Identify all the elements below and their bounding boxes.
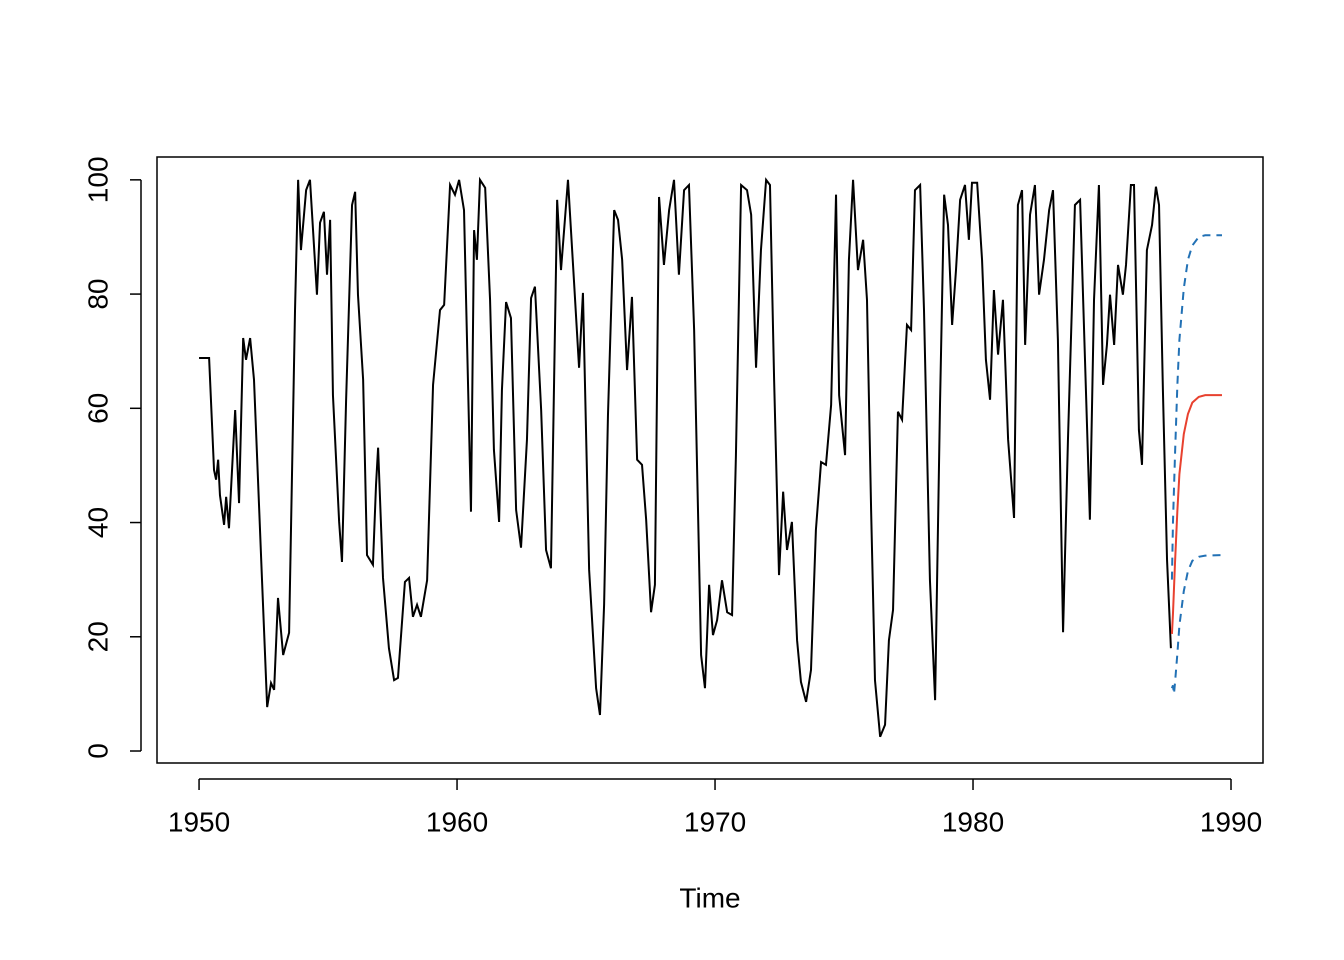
y-tick-label: 0 [82, 743, 113, 759]
x-tick-label: 1960 [426, 806, 488, 837]
series-line [1170, 234, 1222, 580]
series-line [199, 176, 1172, 738]
y-tick-label: 20 [82, 621, 113, 652]
y-tick-label: 40 [82, 507, 113, 538]
x-tick-label: 1980 [942, 806, 1004, 837]
y-tick-label: 80 [82, 279, 113, 310]
series-line [1170, 394, 1222, 634]
x-axis-label: Time [679, 882, 740, 913]
x-tick-label: 1950 [168, 806, 230, 837]
y-tick-label: 100 [82, 156, 113, 203]
y-tick-label: 60 [82, 393, 113, 424]
series-line [1170, 554, 1223, 695]
x-tick-label: 1970 [684, 806, 746, 837]
plot-frame [156, 156, 1264, 764]
x-tick-label: 1990 [1200, 806, 1262, 837]
